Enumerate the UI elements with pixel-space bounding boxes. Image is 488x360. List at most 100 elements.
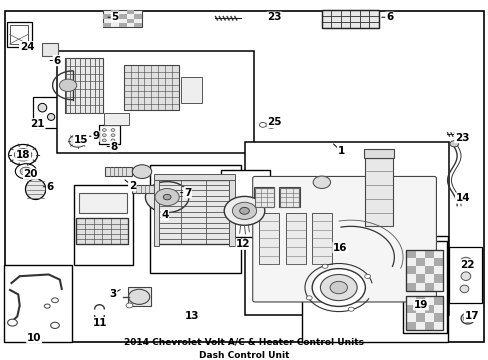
Text: 17: 17 — [464, 311, 478, 321]
Text: 5: 5 — [111, 12, 118, 22]
Text: 18: 18 — [16, 150, 30, 160]
Bar — [280, 188, 298, 207]
Bar — [103, 23, 111, 27]
Circle shape — [111, 139, 115, 142]
Bar — [180, 77, 202, 103]
Bar — [153, 177, 159, 246]
Text: 13: 13 — [184, 311, 199, 321]
Circle shape — [128, 289, 149, 305]
Bar — [321, 10, 378, 27]
Circle shape — [111, 134, 115, 136]
Bar — [105, 167, 132, 176]
Circle shape — [320, 274, 356, 301]
Bar — [433, 313, 442, 322]
Ellipse shape — [47, 113, 55, 120]
Ellipse shape — [463, 315, 471, 322]
Bar — [279, 188, 299, 207]
Text: 14: 14 — [455, 193, 469, 203]
Bar — [321, 10, 378, 27]
Bar — [415, 297, 424, 305]
Bar — [415, 313, 424, 322]
Text: 19: 19 — [413, 300, 427, 310]
Bar — [76, 219, 128, 244]
Ellipse shape — [460, 313, 474, 324]
Text: 9: 9 — [92, 131, 99, 141]
Text: 2: 2 — [128, 181, 136, 191]
Ellipse shape — [459, 285, 468, 293]
Bar — [33, 97, 60, 128]
Bar — [123, 66, 179, 110]
Bar — [406, 297, 442, 330]
Circle shape — [322, 264, 327, 268]
Circle shape — [265, 121, 275, 128]
Circle shape — [20, 167, 32, 175]
Circle shape — [69, 135, 86, 147]
Bar — [132, 185, 154, 193]
Bar — [365, 158, 393, 226]
Bar — [111, 10, 119, 14]
Text: 7: 7 — [183, 188, 191, 198]
Circle shape — [102, 134, 106, 136]
Bar — [156, 180, 231, 244]
Text: Dash Control Unit: Dash Control Unit — [199, 351, 289, 360]
Bar — [406, 250, 442, 291]
Circle shape — [44, 304, 50, 308]
Bar — [103, 10, 142, 27]
Circle shape — [232, 202, 256, 220]
Circle shape — [312, 176, 330, 189]
Bar — [415, 274, 424, 283]
Bar — [127, 287, 150, 306]
Circle shape — [239, 207, 249, 214]
Text: 6: 6 — [46, 182, 54, 192]
Bar — [103, 14, 111, 19]
Circle shape — [132, 165, 151, 179]
Bar — [74, 185, 133, 265]
Text: 6: 6 — [53, 55, 61, 66]
FancyBboxPatch shape — [252, 176, 435, 302]
Bar — [245, 143, 448, 315]
Bar — [7, 22, 32, 47]
Circle shape — [163, 194, 171, 200]
Bar — [76, 219, 128, 244]
Bar — [402, 241, 446, 333]
Circle shape — [126, 303, 133, 308]
Bar — [433, 297, 442, 305]
Text: 3: 3 — [109, 289, 117, 299]
Bar — [57, 51, 254, 153]
Bar — [104, 113, 129, 125]
Text: 4: 4 — [161, 210, 168, 220]
Bar — [150, 166, 241, 273]
Text: 21: 21 — [30, 119, 45, 129]
Bar — [42, 43, 58, 56]
Circle shape — [347, 307, 353, 311]
Bar — [4, 265, 72, 342]
Bar — [228, 177, 234, 246]
Ellipse shape — [38, 103, 47, 112]
Text: 23: 23 — [454, 132, 468, 143]
Text: 6: 6 — [385, 12, 392, 22]
Text: 10: 10 — [27, 333, 41, 343]
Circle shape — [306, 296, 311, 300]
Circle shape — [224, 197, 264, 225]
Text: 16: 16 — [332, 243, 347, 253]
Bar — [424, 322, 433, 330]
Bar — [406, 283, 415, 291]
Circle shape — [449, 141, 458, 147]
Bar — [99, 125, 120, 144]
Circle shape — [102, 129, 106, 131]
Bar — [433, 258, 442, 266]
Bar — [406, 322, 415, 330]
Bar — [406, 266, 415, 274]
Circle shape — [311, 269, 365, 306]
Text: 22: 22 — [459, 260, 473, 270]
Bar — [221, 170, 269, 237]
Circle shape — [155, 189, 179, 206]
Bar — [153, 174, 234, 180]
Circle shape — [145, 181, 188, 212]
Circle shape — [329, 282, 347, 294]
Text: 12: 12 — [236, 239, 250, 249]
Ellipse shape — [25, 179, 46, 199]
Bar — [424, 250, 433, 258]
Circle shape — [14, 149, 32, 161]
Bar — [406, 297, 442, 330]
